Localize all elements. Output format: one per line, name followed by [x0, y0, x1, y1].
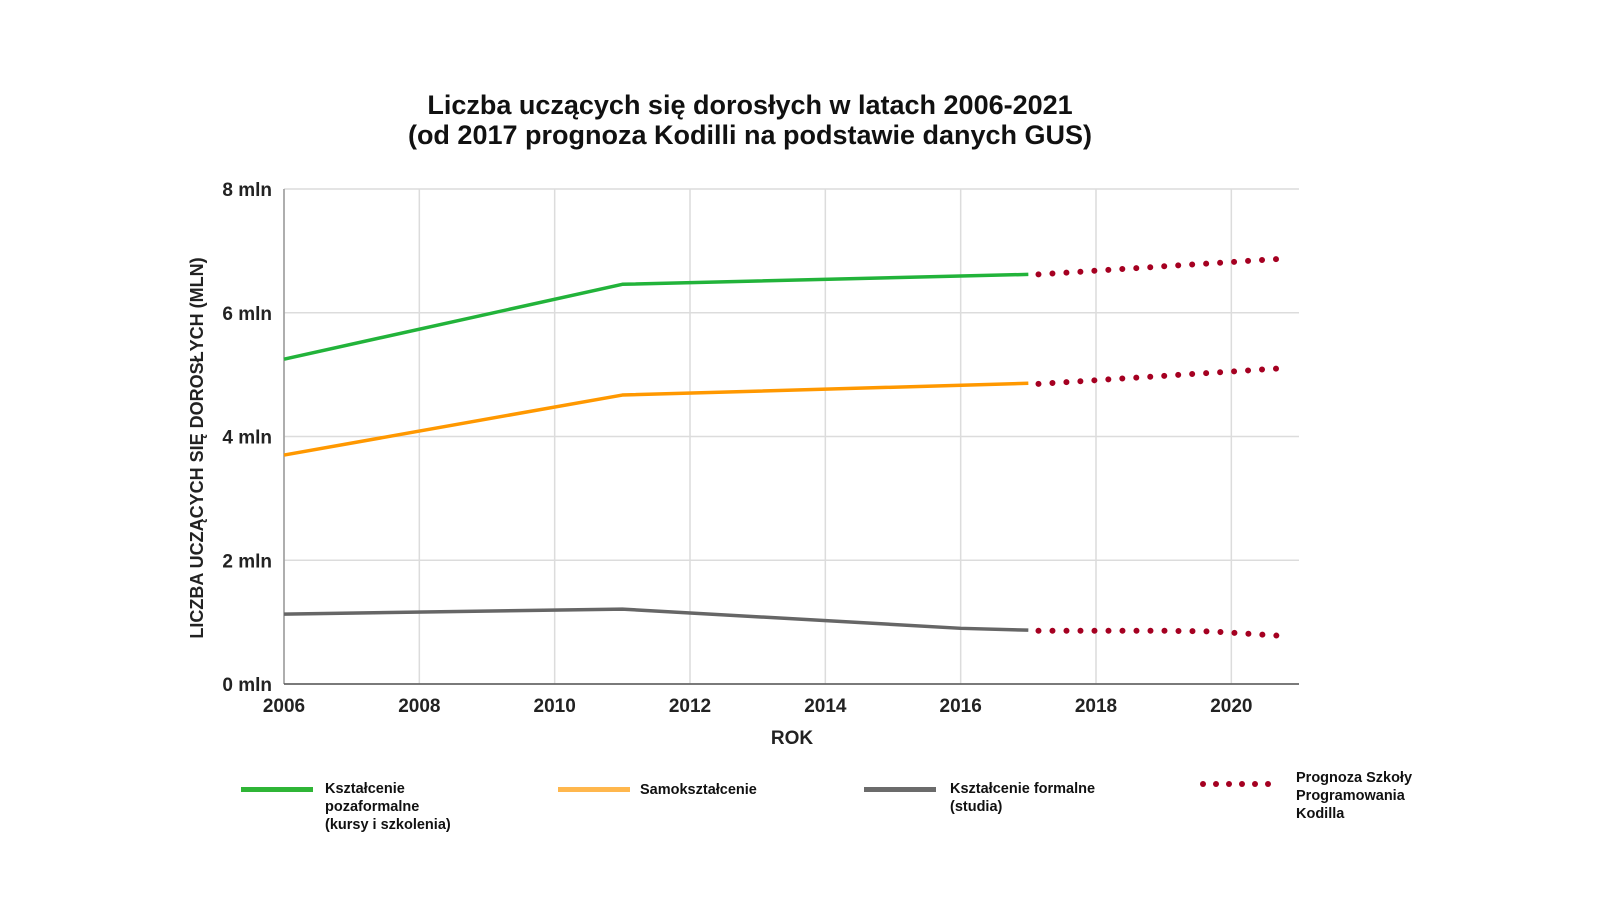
legend-label-nonformal: Kształcenie pozaformalne (kursy i szkole… [325, 781, 451, 833]
y-tick-label: 4 mln [222, 428, 272, 449]
legend-label-forecast: Prognoza Szkoły Programowania Kodilla [1296, 770, 1413, 822]
x-axis-title: ROK [771, 728, 814, 749]
y-tick-label: 2 mln [222, 551, 272, 572]
x-tick-label: 2008 [398, 696, 440, 717]
forecast-line-2 [1035, 627, 1292, 640]
legend-swatch-selfstudy [558, 787, 630, 792]
x-tick-label: 2006 [263, 696, 305, 717]
legend-swatch-forecast [1200, 781, 1271, 787]
x-tick-label: 2010 [534, 696, 576, 717]
chart-title-line-2: (od 2017 prognoza Kodilli na podstawie d… [407, 120, 1093, 150]
y-axis-title: LICZBA UCZĄCYCH SIĘ DOROSŁYCH (MLN) [187, 257, 207, 638]
chart-title-line-1: Liczba uczących się dorosłych w latach 2… [427, 90, 1073, 120]
x-tick-label: 2016 [940, 696, 982, 717]
legend-label-formal: Kształcenie formalne (studia) [950, 781, 1096, 815]
legend-swatch-nonformal [241, 787, 313, 792]
x-tick-label: 2018 [1075, 696, 1117, 717]
forecast-line-0 [1035, 255, 1292, 278]
legend-swatch-formal [864, 787, 936, 792]
legend-label-selfstudy: Samokształcenie [640, 782, 757, 798]
chart-title: Liczba uczących się dorosłych w latach 2… [300, 90, 1200, 150]
x-tick-label: 2020 [1210, 696, 1252, 717]
y-tick-label: 0 mln [222, 675, 272, 696]
series-line-2 [283, 607, 1029, 632]
x-tick-label: 2012 [669, 696, 711, 717]
series-line-0 [283, 272, 1029, 361]
y-tick-label: 8 mln [222, 180, 272, 201]
forecast-line-1 [1035, 364, 1292, 387]
x-tick-label: 2014 [804, 696, 847, 717]
y-tick-label: 6 mln [222, 304, 272, 325]
series-line-1 [283, 381, 1029, 457]
